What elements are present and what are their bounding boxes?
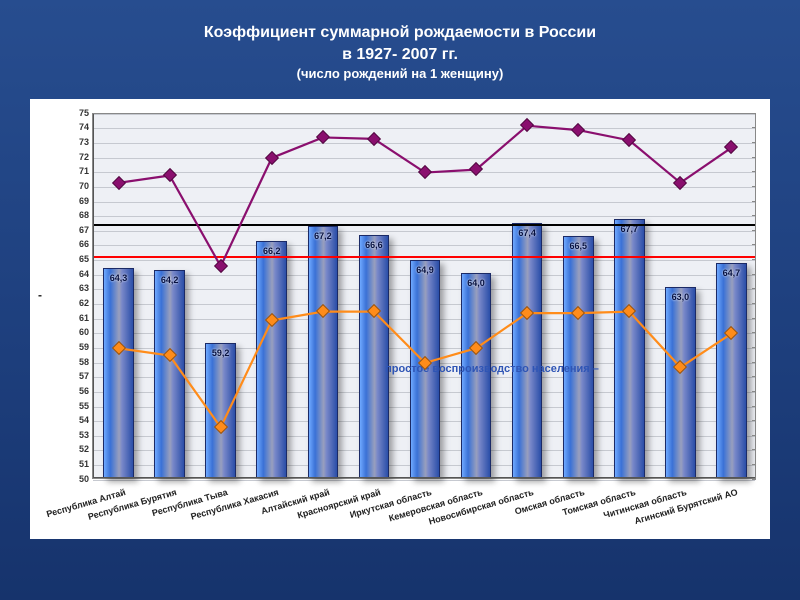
- y-tick: 54: [79, 415, 92, 425]
- bar-value-label: 59,2: [212, 348, 230, 358]
- data-bar: 63,0: [665, 287, 696, 477]
- y-tick: 74: [79, 122, 92, 132]
- overlay-annotation: простое воспроизводство населения –: [385, 363, 599, 375]
- y-tick: 61: [79, 313, 92, 323]
- bar-value-label: 66,5: [569, 241, 587, 251]
- y-tick: 56: [79, 386, 92, 396]
- data-bar: 67,2: [308, 226, 339, 478]
- data-bar: 66,5: [563, 236, 594, 478]
- line-marker: [571, 123, 585, 137]
- y-tick: 65: [79, 254, 92, 264]
- y-axis-dash: -: [38, 288, 42, 302]
- title-line2: в 1927- 2007 гг.: [342, 46, 458, 63]
- y-tick: 71: [79, 166, 92, 176]
- data-bar: 67,4: [512, 223, 543, 478]
- y-tick: 59: [79, 342, 92, 352]
- bar-value-label: 66,2: [263, 246, 281, 256]
- y-tick: 63: [79, 283, 92, 293]
- line-marker: [418, 165, 432, 179]
- bar-value-label: 67,4: [518, 228, 536, 238]
- bar-value-label: 63,0: [672, 292, 690, 302]
- title-line1: Коэффициент суммарной рождаемости в Росс…: [204, 24, 596, 41]
- chart-container: 64,3 64,2 59,2 66,2 67,2 66,6 64,9 64,0 67,4 66,5…: [30, 99, 770, 539]
- y-tick: 64: [79, 269, 92, 279]
- y-tick: 52: [79, 444, 92, 454]
- y-tick: 73: [79, 137, 92, 147]
- line-marker: [520, 118, 534, 132]
- reference-line: [93, 256, 755, 258]
- line-marker: [469, 162, 483, 176]
- y-tick: 51: [79, 459, 92, 469]
- bar-value-label: 64,3: [110, 273, 128, 283]
- bar-value-label: 64,7: [723, 268, 741, 278]
- title-line3: (число рождений на 1 женщину): [204, 65, 596, 83]
- line-marker: [163, 168, 177, 182]
- y-tick: 66: [79, 239, 92, 249]
- data-bar: 64,3: [103, 268, 134, 477]
- y-tick: 67: [79, 225, 92, 235]
- data-bar: 66,2: [256, 241, 287, 478]
- data-bar: 59,2: [205, 343, 236, 478]
- bar-value-label: 67,2: [314, 231, 332, 241]
- y-tick: 58: [79, 357, 92, 367]
- y-tick: 69: [79, 196, 92, 206]
- data-bar: 66,6: [359, 235, 390, 478]
- bar-value-label: 66,6: [365, 240, 383, 250]
- plot-area: 64,3 64,2 59,2 66,2 67,2 66,6 64,9 64,0 67,4 66,5…: [92, 113, 756, 479]
- bar-value-label: 64,9: [416, 265, 434, 275]
- data-bar: 64,7: [716, 263, 747, 478]
- y-tick: 72: [79, 152, 92, 162]
- y-tick: 75: [79, 108, 92, 118]
- y-tick: 50: [79, 474, 92, 484]
- line-marker: [265, 151, 279, 165]
- chart-title: Коэффициент суммарной рождаемости в Росс…: [204, 22, 596, 83]
- y-tick: 53: [79, 430, 92, 440]
- y-tick: 60: [79, 327, 92, 337]
- data-bar: 64,2: [154, 270, 185, 478]
- line-marker: [622, 133, 636, 147]
- bar-value-label: 64,0: [467, 278, 485, 288]
- y-tick: 70: [79, 181, 92, 191]
- data-bar: 64,0: [461, 273, 492, 478]
- bar-value-label: 64,2: [161, 275, 179, 285]
- y-tick: 62: [79, 298, 92, 308]
- reference-line: [93, 224, 755, 226]
- y-tick: 68: [79, 210, 92, 220]
- y-tick: 57: [79, 371, 92, 381]
- y-tick: 55: [79, 401, 92, 411]
